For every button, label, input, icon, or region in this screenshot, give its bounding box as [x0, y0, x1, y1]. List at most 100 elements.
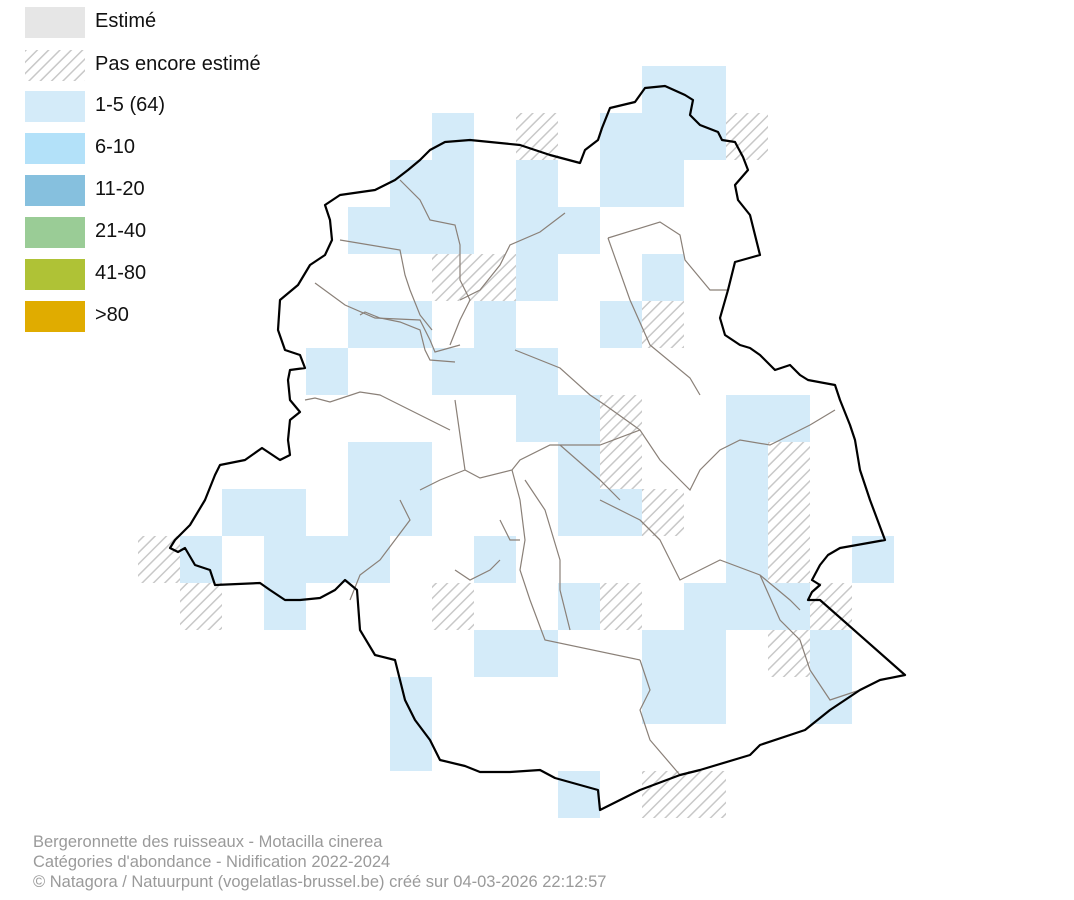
legend-swatch	[25, 91, 85, 122]
grid-square-1-5	[348, 442, 390, 489]
grid-square-1-5	[642, 160, 684, 207]
grid-square-1-5	[642, 677, 684, 724]
grid-square-1-5	[600, 489, 642, 536]
grid-square-not-estimated	[432, 254, 474, 301]
grid-square-1-5	[642, 66, 684, 113]
grid-square-1-5	[558, 771, 600, 818]
legend-swatch	[25, 7, 85, 38]
grid-square-1-5	[432, 207, 474, 254]
legend-label: 11-20	[95, 178, 145, 200]
grid-square-1-5	[432, 348, 474, 395]
legend-label: 41-80	[95, 262, 147, 284]
grid-square-1-5	[516, 395, 558, 442]
grid-square-not-estimated	[180, 583, 222, 630]
legend-label: Estimé	[95, 10, 157, 32]
grid-square-not-estimated	[432, 583, 474, 630]
grid-square-1-5	[726, 489, 768, 536]
grid-square-1-5	[348, 207, 390, 254]
grid-square-1-5	[180, 536, 222, 583]
legend-item-over-80: >80	[25, 301, 325, 333]
grid-square-not-estimated	[642, 771, 684, 818]
grid-square-1-5	[684, 630, 726, 677]
grid-square-1-5	[516, 254, 558, 301]
grid-square-not-estimated	[600, 395, 642, 442]
legend-item-11-20: 11-20	[25, 175, 325, 207]
legend-label: Pas encore estimé	[95, 53, 261, 75]
grid-square-1-5	[810, 630, 852, 677]
legend-item-6-10: 6-10	[25, 133, 325, 165]
grid-square-1-5	[684, 583, 726, 630]
grid-square-1-5	[474, 630, 516, 677]
legend-swatch	[25, 217, 85, 248]
grid-square-not-estimated	[600, 442, 642, 489]
grid-square-not-estimated	[642, 301, 684, 348]
grid-square-1-5	[432, 113, 474, 160]
grid-square-1-5	[726, 395, 768, 442]
grid-square-1-5	[264, 536, 306, 583]
grid-square-not-estimated	[474, 254, 516, 301]
legend-item-41-80: 41-80	[25, 259, 325, 291]
grid-square-1-5	[726, 583, 768, 630]
grid-square-1-5	[558, 395, 600, 442]
region-boundary-outline	[168, 84, 907, 812]
grid-square-not-estimated	[726, 113, 768, 160]
grid-square-1-5	[558, 583, 600, 630]
grid-square-1-5	[726, 442, 768, 489]
grid-square-1-5	[390, 489, 432, 536]
grid-squares	[138, 66, 894, 818]
grid-square-1-5	[768, 583, 810, 630]
grid-square-1-5	[516, 160, 558, 207]
grid-square-1-5	[558, 207, 600, 254]
grid-square-1-5	[642, 113, 684, 160]
municipality-boundaries	[304, 179, 861, 776]
grid-square-1-5	[684, 66, 726, 113]
grid-square-1-5	[768, 395, 810, 442]
grid-square-1-5	[432, 160, 474, 207]
legend-swatch	[25, 301, 85, 332]
map-caption: Bergeronnette des ruisseaux - Motacilla …	[33, 832, 607, 892]
grid-square-1-5	[684, 677, 726, 724]
grid-square-not-estimated	[600, 583, 642, 630]
grid-square-not-estimated	[768, 630, 810, 677]
legend-swatch	[25, 175, 85, 206]
grid-square-1-5	[474, 536, 516, 583]
grid-square-1-5	[306, 348, 348, 395]
legend-label: 21-40	[95, 220, 147, 242]
grid-square-1-5	[600, 301, 642, 348]
grid-square-not-estimated	[516, 113, 558, 160]
legend-item-estimated: Estimé	[25, 7, 325, 39]
grid-square-1-5	[558, 489, 600, 536]
grid-square-1-5	[306, 536, 348, 583]
grid-square-1-5	[516, 207, 558, 254]
grid-square-1-5	[348, 301, 390, 348]
grid-square-1-5	[516, 348, 558, 395]
legend-item-not-estimated: Pas encore estimé	[25, 50, 325, 82]
legend-label: 1-5 (64)	[95, 94, 166, 116]
grid-square-1-5	[642, 254, 684, 301]
grid-square-1-5	[390, 442, 432, 489]
grid-square-1-5	[600, 113, 642, 160]
grid-square-not-estimated	[768, 442, 810, 489]
grid-square-not-estimated	[768, 536, 810, 583]
grid-square-1-5	[600, 160, 642, 207]
grid-square-1-5	[264, 489, 306, 536]
legend-label: >80	[95, 304, 129, 326]
legend-swatch-hatched	[25, 50, 85, 81]
grid-square-1-5	[348, 536, 390, 583]
legend-item-1-5: 1-5 (64)	[25, 91, 325, 123]
map-subtitle: Catégories d'abondance - Nidification 20…	[33, 853, 391, 871]
grid-square-1-5	[390, 207, 432, 254]
grid-square-not-estimated	[684, 771, 726, 818]
legend-swatch	[25, 259, 85, 290]
grid-square-1-5	[642, 630, 684, 677]
legend-item-21-40: 21-40	[25, 217, 325, 249]
copyright-credit: © Natagora / Natuurpunt (vogelatlas-brus…	[33, 873, 607, 891]
grid-square-1-5	[474, 348, 516, 395]
grid-square-not-estimated	[768, 489, 810, 536]
grid-square-1-5	[390, 301, 432, 348]
grid-square-1-5	[516, 630, 558, 677]
grid-square-1-5	[222, 489, 264, 536]
grid-square-1-5	[390, 677, 432, 724]
legend-label: 6-10	[95, 136, 136, 158]
